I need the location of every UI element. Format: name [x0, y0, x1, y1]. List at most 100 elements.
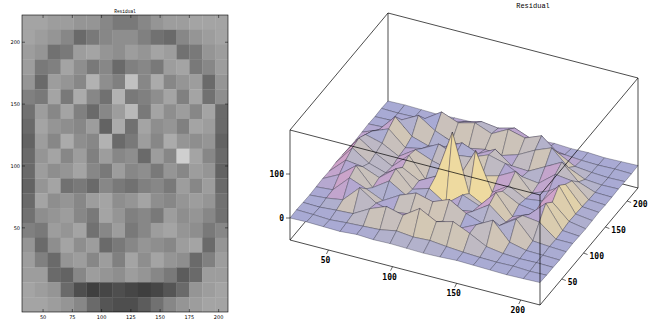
y-tick: [584, 253, 588, 255]
heat-cell: [177, 119, 190, 134]
heat-cell: [125, 119, 138, 134]
heat-cell: [61, 134, 74, 149]
heat-cell: [99, 223, 112, 238]
heat-cell: [125, 89, 138, 104]
heat-cell: [189, 178, 202, 193]
heat-cell: [202, 30, 215, 45]
y-tick-label: 200: [633, 200, 648, 209]
heat-cell: [151, 89, 164, 104]
heat-cell: [138, 164, 151, 179]
heat-cell: [138, 223, 151, 238]
heat-cell: [215, 45, 228, 60]
heat-cell: [189, 30, 202, 45]
heat-cell: [112, 30, 125, 45]
heat-cell: [164, 267, 177, 282]
heat-cell: [35, 267, 48, 282]
heat-cell: [99, 253, 112, 268]
heat-cell: [22, 267, 35, 282]
heat-cell: [189, 282, 202, 297]
box-edge: [290, 130, 291, 240]
heat-cell: [164, 45, 177, 60]
x-tick-label: 200: [511, 306, 526, 315]
heat-cell: [112, 193, 125, 208]
heat-cell: [48, 208, 61, 223]
x-tick-label: 150: [446, 289, 461, 298]
x-tick-label: 100: [382, 273, 397, 282]
heat-cell: [74, 74, 87, 89]
heat-cell: [189, 89, 202, 104]
heat-cell: [112, 253, 125, 268]
z-tick-label: 100: [270, 170, 285, 179]
heat-cell: [202, 15, 215, 30]
heat-cell: [151, 178, 164, 193]
heat-cell: [74, 282, 87, 297]
heat-cell: [202, 238, 215, 253]
heat-cell: [61, 15, 74, 30]
heat-cell: [138, 253, 151, 268]
heat-cell: [138, 297, 151, 312]
heat-cell: [125, 297, 138, 312]
heat-cell: [202, 178, 215, 193]
heat-cell: [202, 208, 215, 223]
heat-cell: [215, 238, 228, 253]
heat-cell: [61, 149, 74, 164]
heat-cell: [99, 208, 112, 223]
heat-cell: [35, 223, 48, 238]
heat-cell: [164, 15, 177, 30]
heat-cell: [189, 193, 202, 208]
heat-cell: [48, 45, 61, 60]
heat-cell: [189, 60, 202, 75]
heat-cell: [112, 15, 125, 30]
heat-cell: [151, 60, 164, 75]
heat-cell: [189, 267, 202, 282]
heat-cell: [112, 238, 125, 253]
heat-cell: [112, 119, 125, 134]
heat-cell: [125, 208, 138, 223]
heat-cell: [189, 45, 202, 60]
heat-cell: [112, 89, 125, 104]
heat-cell: [151, 45, 164, 60]
heat-cell: [215, 60, 228, 75]
heat-cell: [86, 193, 99, 208]
y-tick-label: 100: [590, 252, 605, 261]
heat-cell: [138, 282, 151, 297]
box-edge: [290, 130, 540, 195]
y-tick: [225, 104, 228, 105]
x-tick: [101, 15, 102, 18]
heat-cell: [22, 164, 35, 179]
heat-cell: [61, 238, 74, 253]
heat-cell: [112, 60, 125, 75]
heat-cell: [177, 253, 190, 268]
heat-cell: [22, 297, 35, 312]
heat-cell: [164, 282, 177, 297]
heat-cell: [151, 253, 164, 268]
heat-cell: [202, 149, 215, 164]
heat-cell: [177, 45, 190, 60]
heat-cell: [164, 223, 177, 238]
x-tick-label: 200: [214, 314, 224, 320]
box-edge: [638, 78, 639, 188]
x-tick: [43, 15, 44, 18]
heat-cell: [74, 223, 87, 238]
heat-cell: [99, 178, 112, 193]
heat-cell: [74, 238, 87, 253]
heat-cell: [112, 164, 125, 179]
heat-cell: [35, 45, 48, 60]
x-tick: [519, 300, 521, 304]
heat-cell: [74, 104, 87, 119]
x-tick: [43, 309, 44, 312]
y-tick: [22, 165, 25, 166]
y-tick: [562, 279, 566, 281]
heat-cell: [22, 30, 35, 45]
heat-cell: [177, 164, 190, 179]
heat-cell: [177, 74, 190, 89]
heat-cell: [61, 89, 74, 104]
heat-cell: [48, 178, 61, 193]
heat-cell: [74, 267, 87, 282]
x-tick-label: 100: [97, 314, 107, 320]
heat-cell: [177, 30, 190, 45]
x-tick-label: 75: [69, 314, 75, 320]
heat-cell: [99, 30, 112, 45]
heat-cell: [86, 253, 99, 268]
heat-cell: [215, 297, 228, 312]
